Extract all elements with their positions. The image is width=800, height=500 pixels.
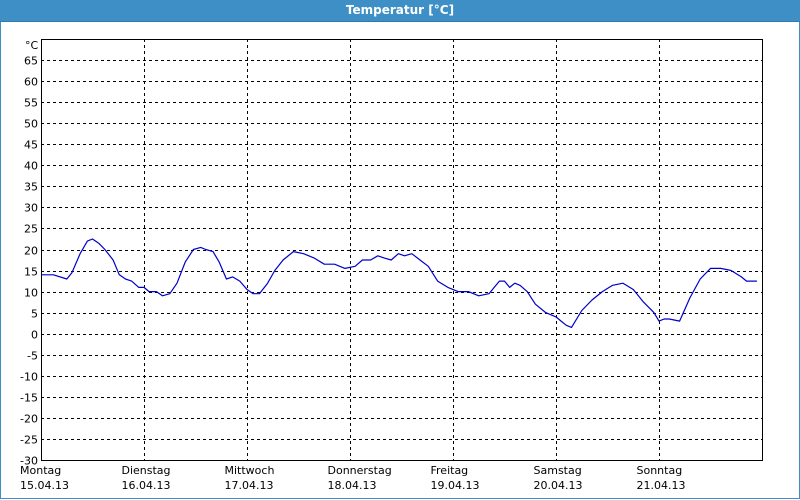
y-tick-label: 20 [24, 245, 38, 258]
y-tick-label: 0 [31, 329, 38, 342]
y-tick-label: 35 [24, 181, 38, 194]
temperature-series-line [41, 238, 757, 328]
y-tick-label: 50 [24, 118, 38, 131]
y-tick-label: 40 [24, 160, 38, 173]
y-tick-label: -25 [20, 434, 38, 447]
chart-frame: 65 60 55 50 45 40 35 30 25 20 15 10 5 0 -5 -10 -15 -20 -25… [0, 22, 800, 499]
y-tick-label: 15 [24, 266, 38, 279]
x-tick-date-label: 18.04.13 [328, 479, 377, 492]
x-tick-day-label: Samstag [534, 464, 582, 477]
y-axis-unit-label: °C [25, 39, 39, 52]
x-tick-day-label: Dienstag [122, 464, 171, 477]
y-tick-label: 25 [24, 223, 38, 236]
x-tick-date-label: 17.04.13 [225, 479, 274, 492]
x-tick-day-label: Sonntag [637, 464, 683, 477]
y-tick-label: 65 [24, 55, 38, 68]
y-tick-label: -15 [20, 392, 38, 405]
x-tick-date-label: 21.04.13 [637, 479, 686, 492]
temperature-chart: 65605550454035302520151050-5-10-15-20-25… [20, 39, 763, 492]
x-tick-day-label: Mittwoch [225, 464, 275, 477]
y-tick-label: -10 [20, 371, 38, 384]
axis-layer [41, 39, 763, 461]
y-tick-label: -30 [20, 455, 38, 468]
grid-layer [41, 39, 762, 460]
y-tick-label: 10 [24, 287, 38, 300]
y-tick-label: -5 [27, 350, 38, 363]
y-tick-label: 30 [24, 202, 38, 215]
series-layer [41, 238, 757, 328]
y-tick-label: 45 [24, 139, 38, 152]
y-tick-label: 55 [24, 97, 38, 110]
x-tick-day-label: Montag [20, 464, 61, 477]
x-tick-date-label: 16.04.13 [122, 479, 171, 492]
y-tick-label: 5 [31, 308, 38, 321]
x-tick-date-label: 15.04.13 [20, 479, 69, 492]
x-tick-day-label: Donnerstag [328, 464, 392, 477]
y-tick-label: 60 [24, 76, 38, 89]
x-tick-day-label: Freitag [431, 464, 469, 477]
plot-border [41, 39, 763, 461]
x-tick-date-label: 19.04.13 [431, 479, 480, 492]
chart-title: Temperatur [°C] [0, 0, 800, 22]
x-tick-date-label: 20.04.13 [534, 479, 583, 492]
label-layer: 65605550454035302520151050-5-10-15-20-25… [20, 39, 685, 492]
y-tick-label: -20 [20, 413, 38, 426]
